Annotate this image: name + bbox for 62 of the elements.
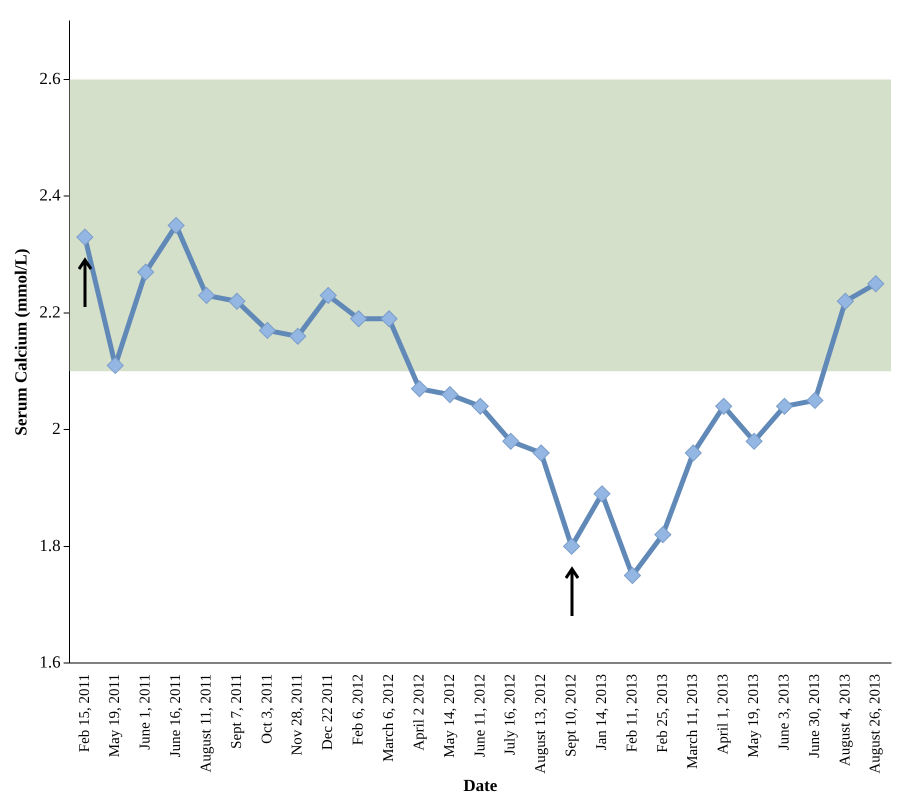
point <box>746 432 763 450</box>
x-tick-label: May 14, 2012 <box>442 674 458 758</box>
y-tick-label: 1.6 <box>39 652 61 672</box>
x-tick-label: March 11, 2013 <box>685 674 702 769</box>
point <box>563 538 580 555</box>
y-axis-title: Serum Calcium (mmol/L) <box>12 248 31 436</box>
point <box>228 292 246 310</box>
x-tick-label: Jan 14, 2013 <box>594 674 610 750</box>
point <box>106 356 124 374</box>
point <box>258 322 276 339</box>
point <box>715 398 732 415</box>
point <box>350 310 368 328</box>
x-tick-label: Feb 15, 2011 <box>76 674 93 752</box>
x-tick-label: Sept 10, 2012 <box>564 674 580 757</box>
point <box>380 310 398 328</box>
point <box>594 485 611 502</box>
x-tick-label: April 1, 2013 <box>716 674 732 754</box>
x-tick-label: Dec 22 2011 <box>320 674 336 750</box>
y-tick-label: 2 <box>52 419 61 438</box>
x-tick-label: August 13, 2012 <box>533 674 550 774</box>
point <box>320 286 337 304</box>
point <box>867 275 884 292</box>
x-tick-label: April 2 2012 <box>411 674 428 751</box>
x-tick-label: Nov 28, 2011 <box>290 674 306 756</box>
point <box>76 228 94 246</box>
point <box>441 386 458 404</box>
point <box>472 398 489 415</box>
point <box>654 526 672 544</box>
y-tick-label: 2.2 <box>39 302 61 322</box>
x-axis-title: Date <box>463 776 498 796</box>
y-tick-label: 2.4 <box>39 186 62 205</box>
x-tick-label: May 19, 2011 <box>107 674 124 758</box>
x-tick-label: June 3, 2013 <box>776 674 792 750</box>
point <box>410 380 428 398</box>
point <box>137 264 154 281</box>
y-tick-label: 2.6 <box>39 69 61 88</box>
x-tick-label: Feb 11, 2013 <box>624 674 640 752</box>
point <box>836 292 854 310</box>
point <box>776 398 794 415</box>
x-tick-label: Sept 7, 2011 <box>228 674 245 749</box>
x-tick-label: Feb 6, 2012 <box>350 674 367 746</box>
x-tick-label: August 4, 2013 <box>837 674 854 766</box>
point <box>289 328 306 345</box>
x-tick-label: August 26, 2013 <box>868 674 884 774</box>
x-tick-label: May 19, 2013 <box>746 674 762 758</box>
x-tick-label: June 16, 2011 <box>168 674 184 758</box>
point <box>624 566 641 584</box>
x-tick-label: July 16, 2012 <box>502 674 519 756</box>
point <box>684 444 702 462</box>
y-tick-label: 1.8 <box>39 536 61 555</box>
point <box>168 216 185 234</box>
x-tick-label: June 1, 2011 <box>138 674 154 750</box>
point <box>502 432 520 450</box>
x-tick-label: Oct 3, 2011 <box>259 674 276 744</box>
point <box>806 392 824 409</box>
x-tick-label: June 30, 2013 <box>806 674 823 758</box>
x-tick-label: June 11, 2012 <box>472 674 488 758</box>
x-tick-label: March 6, 2012 <box>381 674 397 762</box>
point <box>532 444 550 462</box>
point <box>198 286 216 304</box>
x-tick-label: August 11, 2011 <box>198 674 214 772</box>
x-tick-label: Feb 25, 2013 <box>654 674 671 753</box>
